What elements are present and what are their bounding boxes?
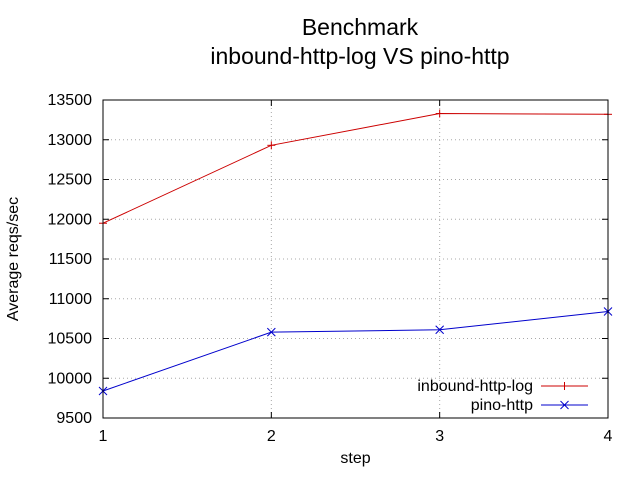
y-tick-label: 9500 bbox=[56, 410, 92, 427]
x-tick-label: 1 bbox=[99, 428, 108, 445]
y-tick-label: 11000 bbox=[49, 291, 92, 308]
y-tick-label: 12500 bbox=[48, 172, 93, 189]
y-tick-label: 13500 bbox=[48, 92, 93, 109]
y-tick-label: 10500 bbox=[48, 331, 93, 348]
cross-marker-icon bbox=[560, 400, 569, 410]
chart-title: Benchmark inbound-http-log VS pino-http bbox=[80, 13, 640, 71]
x-tick-label: 2 bbox=[267, 428, 276, 445]
legend-label: inbound-http-log bbox=[417, 378, 533, 395]
x-tick-label: 4 bbox=[604, 428, 613, 445]
series-line-inbound-http-log bbox=[102, 113, 609, 224]
chart-title-line2: inbound-http-log VS pino-http bbox=[210, 43, 510, 69]
series-line-pino-http bbox=[102, 310, 609, 392]
x-tick-label: 3 bbox=[435, 428, 444, 445]
x-axis-label: step bbox=[340, 450, 371, 467]
y-tick-label: 11500 bbox=[49, 251, 92, 268]
cross-marker-icon bbox=[435, 325, 445, 335]
y-tick-label: 12000 bbox=[48, 211, 93, 228]
legend-label: pino-http bbox=[471, 397, 533, 414]
cross-marker-icon bbox=[266, 327, 276, 337]
y-tick-label: 13000 bbox=[48, 132, 93, 149]
y-tick-label: 10000 bbox=[48, 370, 93, 387]
chart-title-line1: Benchmark bbox=[301, 14, 419, 40]
